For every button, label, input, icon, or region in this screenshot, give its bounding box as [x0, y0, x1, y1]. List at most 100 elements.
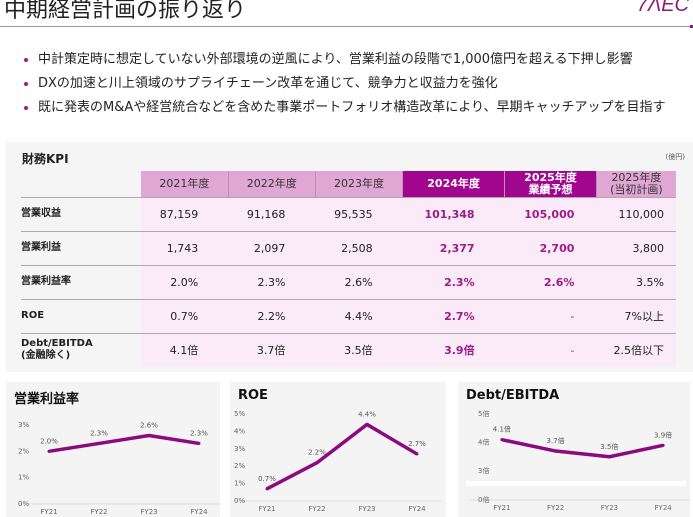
y-tick-label: 2% [18, 447, 29, 455]
data-point [265, 487, 269, 491]
table-cell: 0.7% [141, 298, 229, 333]
page-title: 中期経営計画の振り返り [4, 0, 247, 23]
x-tick-label: FY21 [493, 504, 510, 512]
table-cell: 2.7% [402, 298, 505, 333]
y-tick-label: 0倍 [478, 495, 489, 504]
table-cell: 2.5倍以下 [596, 332, 676, 367]
x-tick-label: FY22 [547, 504, 564, 512]
table-cell: 110,000 [596, 196, 676, 231]
table-row: 営業利益率 2.0% 2.3% 2.6% 2.3% 2.6% 3.5% [21, 264, 676, 299]
row-label: Debt/EBITDA (金融除く) [21, 332, 141, 367]
chart-title: Debt/EBITDA [466, 388, 560, 403]
column-header: 2022年度 [227, 171, 316, 197]
kpi-table: 2021年度 2022年度 2023年度 2024年度 2025年度 業績予想 2025年度… [21, 171, 676, 367]
x-tick-label: FY24 [190, 508, 208, 516]
column-header: 2021年度 [141, 171, 229, 197]
x-tick-label: FY24 [655, 504, 673, 512]
series-line [501, 437, 664, 459]
chart-title: ROE [238, 388, 268, 403]
data-point [365, 422, 369, 426]
table-cell: 2.6% [315, 264, 403, 299]
roe-chart-svg: 0% 1% 2% 3% 4% 5% 0.7% FY21 2.2% FY22 4.4% FY23 2.7%… [234, 410, 442, 513]
column-header: 2025年度 業績予想 [504, 171, 597, 197]
table-cell: 3,800 [596, 230, 676, 265]
y-tick-label: 3% [234, 445, 245, 453]
bullet-dot-icon [24, 106, 28, 110]
x-tick-label: FY24 [408, 505, 426, 513]
y-tick-label: 5% [234, 410, 245, 418]
x-tick-label: FY22 [308, 505, 325, 513]
x-tick-label: FY23 [601, 504, 618, 512]
y-tick-label: 2% [234, 462, 245, 470]
bullet-item: 既に発表のM&Aや経営統合などを含めた事業ポートフォリオ構造改革により、早期キャ… [0, 96, 693, 120]
row-label: 営業利益率 [21, 264, 141, 299]
bullet-item: 中計策定時に想定していない外部環境の逆風により、営業利益の段階で1,000億円を… [0, 48, 693, 72]
data-label: 4.1倍 [493, 425, 511, 434]
data-label: 3.5倍 [600, 442, 618, 451]
table-cell: 2.3% [228, 264, 316, 299]
kpi-panel: 財務KPI (億円) 2021年度 2022年度 2023年度 2024年度 2025年… [6, 142, 693, 372]
y-tick-label: 0% [18, 500, 29, 508]
series-line [266, 422, 418, 491]
table-cell: 3.7倍 [228, 332, 316, 367]
table-cell: 95,535 [315, 196, 403, 231]
data-label: 4.4% [358, 410, 376, 418]
header-blank [21, 171, 141, 197]
table-cell: 3.9倍 [402, 332, 505, 367]
table-cell: 2.2% [228, 298, 316, 333]
data-label: 2.0% [40, 437, 58, 445]
table-cell: 2,700 [504, 230, 597, 265]
data-label: 2.6% [140, 422, 158, 430]
row-label: 営業利益 [21, 230, 141, 265]
table-cell: 87,159 [141, 196, 229, 231]
debt-ebitda-chart-svg: 0倍 3倍 4倍 5倍 4.1倍 FY21 3.7倍 FY22 3.5倍 FY23 3.9倍 FY24 [466, 409, 690, 512]
table-cell: 1,743 [141, 230, 229, 265]
table-cell: 3.5倍 [315, 332, 403, 367]
y-tick-label: 3倍 [478, 466, 489, 475]
bullet-item: DXの加速と川上領域のサプライチェーン改革を通じて、競争力と収益力を強化 [0, 72, 693, 96]
column-header: 2024年度 [402, 171, 505, 197]
y-tick-label: 5倍 [478, 409, 489, 418]
data-label: 2.2% [308, 449, 326, 457]
header-divider [0, 25, 693, 28]
bullet-dot-icon [24, 82, 28, 86]
table-cell: 4.1倍 [141, 332, 229, 367]
chart-roe: ROE 0% 1% 2% 3% 4% 5% 0.7% FY21 2.2% FY22 4.4% FY23… [230, 382, 446, 517]
summary-bullets: 中計策定時に想定していない外部環境の逆風により、営業利益の段階で1,000億円を… [0, 48, 693, 120]
table-cell: 2.6% [504, 264, 597, 299]
y-tick-label: 1% [234, 480, 245, 488]
data-point [415, 452, 419, 456]
y-tick-label: 1% [18, 474, 29, 482]
table-row: 営業利益 1,743 2,097 2,508 2,377 2,700 3,800 [21, 230, 676, 265]
axis-break [466, 481, 686, 486]
chart-operating-margin: 営業利益率 0% 1% 2% 3% 2.0% FY21 2.3% FY22 2.6% FY23 2.… [6, 382, 220, 517]
data-point [554, 449, 558, 453]
x-tick-label: FY23 [358, 505, 375, 513]
chart-title: 営業利益率 [14, 392, 80, 407]
unit-label: (億円) [665, 153, 685, 161]
data-point [315, 461, 319, 465]
table-cell: 3.5% [596, 264, 676, 299]
y-tick-label: 0% [234, 497, 245, 505]
data-point [661, 443, 665, 447]
bullet-dot-icon [24, 58, 28, 62]
data-point [147, 434, 151, 438]
data-label: 2.3% [190, 429, 208, 437]
slide-header: 中期経営計画の振り返り 7ΛEC [0, 0, 693, 28]
x-tick-label: FY21 [258, 505, 275, 513]
table-cell: 105,000 [504, 196, 597, 231]
data-label: 3.9倍 [654, 430, 672, 439]
table-row: ROE 0.7% 2.2% 4.4% 2.7% -7%以上 [21, 298, 676, 333]
table-cell: - [504, 332, 597, 367]
data-point [47, 449, 51, 453]
y-tick-label: 4倍 [478, 438, 489, 447]
y-tick-label: 3% [18, 421, 29, 429]
operating-margin-chart-svg: 0% 1% 2% 3% 2.0% FY21 2.3% FY22 2.6% FY23 2.3% FY24 [18, 421, 220, 516]
table-row: Debt/EBITDA (金融除く) 4.1倍 3.7倍 3.5倍 3.9倍 -2.5倍以下 [21, 332, 676, 367]
table-cell: 4.4% [315, 298, 403, 333]
data-point [607, 455, 611, 459]
x-tick-label: FY23 [140, 508, 157, 516]
row-label: 営業収益 [21, 196, 141, 231]
y-tick-label: 4% [234, 427, 245, 435]
column-header: 2023年度 [314, 171, 403, 197]
